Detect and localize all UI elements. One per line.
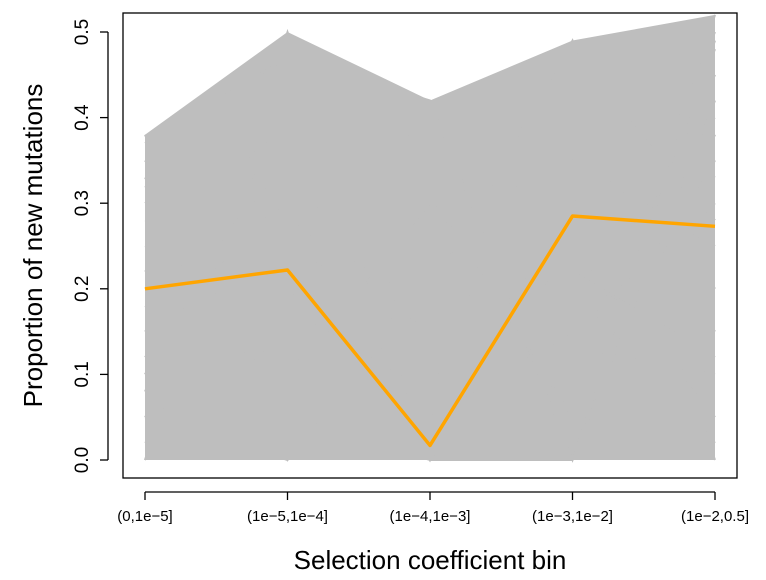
y-axis-title: Proportion of new mutations — [18, 84, 48, 408]
background-line — [144, 74, 716, 393]
background-line — [144, 81, 716, 444]
background-line — [144, 159, 716, 376]
x-tick-label: (0,1e−5] — [117, 508, 172, 525]
y-tick-label: 0.0 — [72, 447, 93, 473]
highlight-series-layer — [144, 214, 716, 448]
background-line — [144, 100, 716, 462]
x-tick-label: (1e−3,1e−2] — [532, 508, 613, 525]
plot-frame — [122, 12, 738, 479]
background-lines-layer — [144, 14, 716, 463]
x-axis: (0,1e−5] (1e−5,1e−4] (1e−4,1e−3] (1e−3,1e−2… — [117, 491, 749, 525]
background-line — [144, 116, 716, 462]
y-axis: 0.0 0.1 0.2 0.3 0.4 0.5 — [72, 19, 109, 473]
x-tick-label: (1e−5,1e−4] — [247, 508, 328, 525]
background-line — [144, 72, 716, 463]
background-line — [144, 218, 716, 418]
y-tick-label: 0.4 — [72, 104, 93, 131]
x-tick-label: (1e−2,0.5] — [681, 508, 749, 525]
background-line — [144, 48, 716, 420]
background-line — [144, 115, 716, 419]
y-tick-label: 0.2 — [72, 276, 93, 302]
series-line — [144, 214, 716, 448]
y-tick-label: 0.1 — [72, 361, 93, 387]
x-axis-title: Selection coefficient bin — [294, 545, 567, 575]
y-tick-label: 0.3 — [72, 190, 93, 216]
y-tick-label: 0.5 — [72, 19, 93, 45]
background-line — [144, 31, 716, 461]
background-line — [144, 47, 716, 393]
background-line — [144, 40, 716, 463]
x-tick-label: (1e−4,1e−3] — [390, 508, 471, 525]
